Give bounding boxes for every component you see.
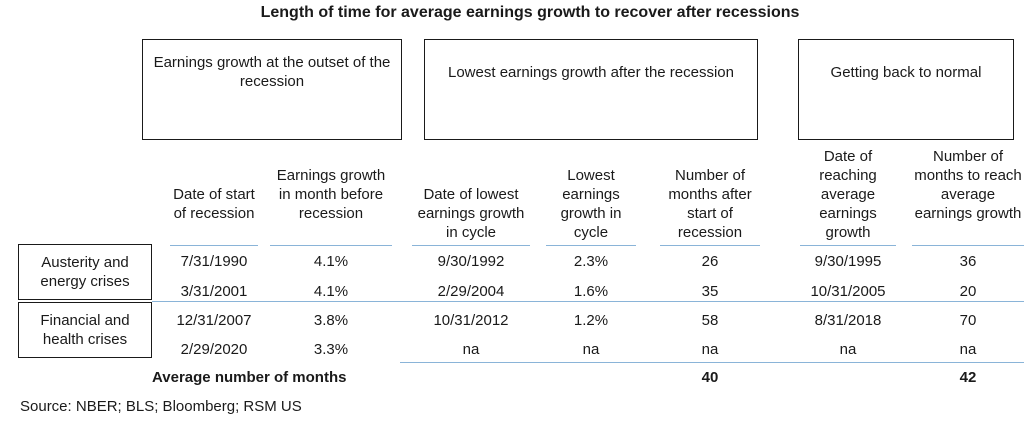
average-months-to-reach: 42 [959,369,977,386]
column-header-reach-date: Date of reaching average earnings growth [800,147,896,246]
table-title: Length of time for average earnings grow… [260,4,800,21]
cell-lowest-growth: 1.6% [573,283,609,300]
group-label-normal: Getting back to normal [830,64,982,81]
category-label: Financial and health crises [40,312,130,348]
group-box-lowest: Lowest earnings growth after the recessi… [424,39,758,140]
column-header-months-after: Number of months after start of recessio… [660,166,760,246]
group-label-outset: Earnings growth at the outset of the rec… [153,54,391,90]
category-financial-health: Financial and health crises [18,302,152,358]
source-note: Source: NBER; BLS; Bloomberg; RSM US [20,398,302,415]
cell-months-after: 35 [701,283,719,300]
cell-growth-before: 3.8% [313,312,349,329]
cell-growth-before: 3.3% [313,341,349,358]
cell-start-date: 7/31/1990 [180,253,248,270]
cell-start-date: 2/29/2020 [180,341,248,358]
cell-lowest-growth: na [582,341,600,358]
cell-lowest-growth: 2.3% [573,253,609,270]
group-box-outset: Earnings growth at the outset of the rec… [142,39,402,140]
cell-lowest-growth: 1.2% [573,312,609,329]
group-box-normal: Getting back to normal [798,39,1014,140]
cell-lowest-date: na [462,341,480,358]
group-label-lowest: Lowest earnings growth after the recessi… [448,64,734,81]
row-group-divider [152,301,1024,302]
cell-months-to-reach: 70 [959,312,977,329]
column-header-months-to-reach: Number of months to reach average earnin… [912,147,1024,246]
cell-reach-date: 8/31/2018 [814,312,882,329]
table-bottom-rule [400,362,1024,363]
cell-months-to-reach: na [959,341,977,358]
column-header-lowest-growth: Lowest earnings growth in cycle [546,166,636,246]
cell-growth-before: 4.1% [313,253,349,270]
average-label: Average number of months [152,369,347,386]
cell-months-after: na [701,341,719,358]
category-label: Austerity and energy crises [40,254,130,290]
cell-months-to-reach: 20 [959,283,977,300]
cell-start-date: 3/31/2001 [180,283,248,300]
cell-months-to-reach: 36 [959,253,977,270]
cell-growth-before: 4.1% [313,283,349,300]
cell-lowest-date: 9/30/1992 [437,253,505,270]
cell-lowest-date: 2/29/2004 [437,283,505,300]
category-austerity-energy: Austerity and energy crises [18,244,152,300]
cell-lowest-date: 10/31/2012 [433,312,509,329]
cell-reach-date: na [839,341,857,358]
column-header-growth-before: Earnings growth in month before recessio… [270,166,392,246]
cell-reach-date: 10/31/2005 [810,283,886,300]
column-header-start-date: Date of start of recession [170,185,258,246]
cell-reach-date: 9/30/1995 [814,253,882,270]
column-header-lowest-date: Date of lowest earnings growth in cycle [412,185,530,246]
cell-start-date: 12/31/2007 [176,312,252,329]
cell-months-after: 58 [701,312,719,329]
cell-months-after: 26 [701,253,719,270]
average-months-after: 40 [701,369,719,386]
